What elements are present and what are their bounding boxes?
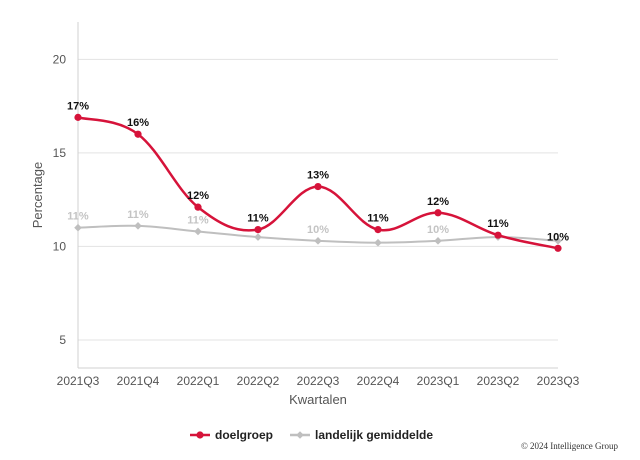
series-layer <box>74 113 562 252</box>
data-point <box>434 209 442 217</box>
copyright-notice: © 2024 Intelligence Group <box>520 441 618 451</box>
data-point <box>194 203 202 211</box>
legend-marker <box>296 431 304 439</box>
data-point <box>434 237 442 245</box>
data-label: 17% <box>67 100 89 112</box>
y-tick-label: 15 <box>53 146 67 160</box>
data-point <box>254 233 262 241</box>
axes: 5 10 15 20 2021Q3 2021Q4 2022Q1 2022Q2 2022Q3 202… <box>53 22 580 388</box>
x-tick-label: 2022Q1 <box>177 374 220 388</box>
y-axis-title: Percentage <box>30 162 45 229</box>
legend-item-doelgroep[interactable]: doelgroep <box>190 428 273 442</box>
legend-label: doelgroep <box>215 428 273 442</box>
x-tick-label: 2021Q4 <box>117 374 160 388</box>
data-point <box>74 113 82 121</box>
data-label: 13% <box>307 170 329 182</box>
y-tick-label: 20 <box>53 52 67 66</box>
data-label: 11% <box>247 213 269 225</box>
data-label: 16% <box>127 117 149 129</box>
y-tick-label: 5 <box>59 333 66 347</box>
legend-item-landelijk-gemiddelde[interactable]: landelijk gemiddelde <box>290 428 433 442</box>
legend-label: landelijk gemiddelde <box>315 428 433 442</box>
data-point <box>314 237 322 245</box>
x-axis-title: Kwartalen <box>289 392 347 407</box>
grid <box>78 58 558 341</box>
data-point <box>494 231 502 239</box>
data-point <box>374 226 382 234</box>
data-label: 11% <box>487 218 509 230</box>
x-tick-label: 2021Q3 <box>57 374 100 388</box>
x-tick-label: 2022Q3 <box>297 374 340 388</box>
data-label: 10% <box>427 224 449 236</box>
x-tick-label: 2022Q4 <box>357 374 400 388</box>
x-tick-label: 2023Q1 <box>417 374 460 388</box>
data-label: 11% <box>67 211 89 223</box>
data-labels: 11% 11% 11% 10% 10% 17% 16% 12% 11% 13% 11% 12% 11% 1… <box>67 100 569 243</box>
data-point <box>314 182 322 191</box>
data-label: 12% <box>187 190 209 202</box>
legend[interactable]: doelgroep landelijk gemiddelde <box>190 428 433 442</box>
data-point <box>134 222 142 230</box>
data-point <box>254 226 262 234</box>
x-tick-label: 2023Q2 <box>477 374 520 388</box>
data-point <box>374 238 382 247</box>
x-tick-label: 2022Q2 <box>237 374 280 388</box>
legend-marker <box>196 431 204 439</box>
data-label: 10% <box>307 224 329 236</box>
data-point <box>194 227 202 236</box>
data-point <box>554 237 562 245</box>
data-label: 10% <box>547 231 569 243</box>
data-label: 11% <box>367 213 389 225</box>
x-tick-label: 2023Q3 <box>537 374 580 388</box>
data-label: 12% <box>427 196 449 208</box>
data-point <box>74 223 82 232</box>
data-point <box>554 244 562 252</box>
data-point <box>134 130 142 138</box>
data-label: 11% <box>127 209 149 221</box>
data-label: 11% <box>187 214 209 226</box>
y-tick-label: 10 <box>53 239 67 253</box>
